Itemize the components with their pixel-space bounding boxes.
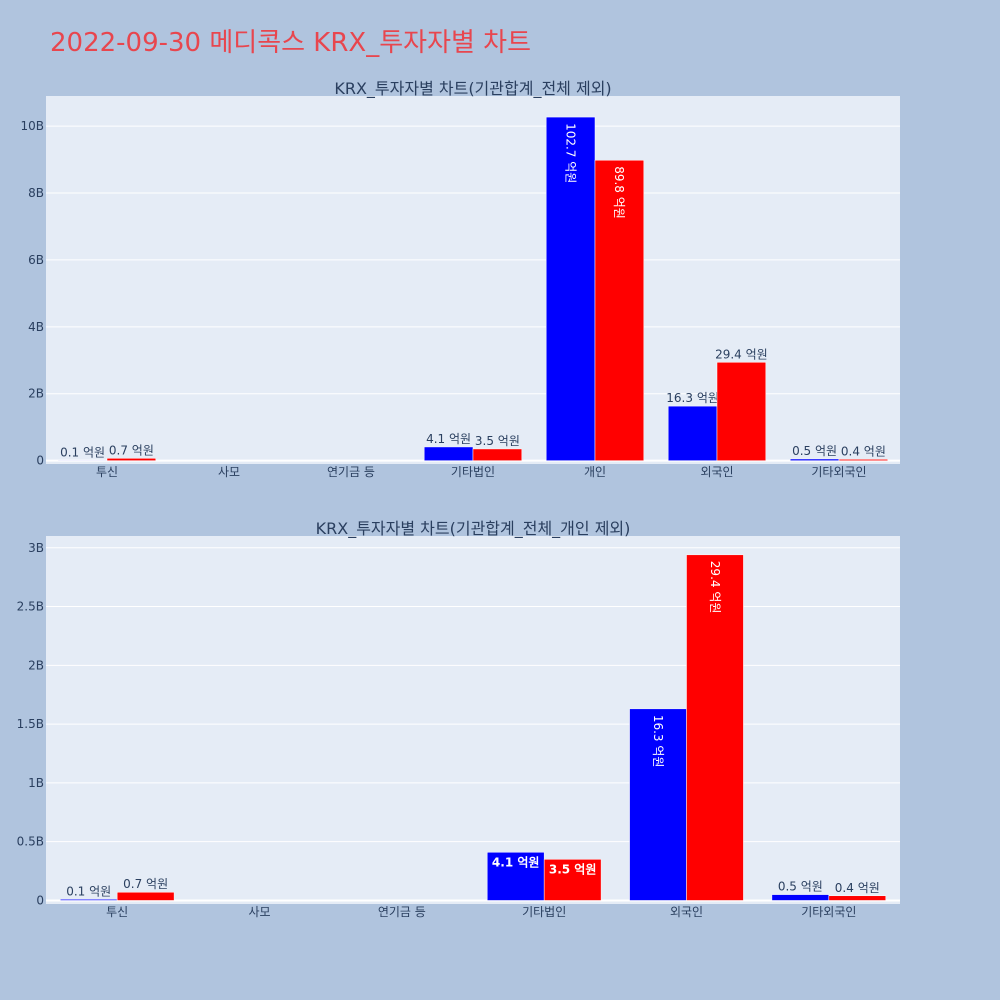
bar bbox=[106, 458, 157, 461]
bar bbox=[667, 405, 718, 461]
y-tick-label: 2B bbox=[28, 387, 44, 401]
x-tick-label: 사모 bbox=[248, 905, 270, 919]
bar bbox=[686, 554, 744, 901]
data-label: 29.4 억원 bbox=[708, 561, 722, 614]
x-tick-label: 기타법인 bbox=[451, 465, 495, 479]
data-label: 0.1 억원 bbox=[66, 884, 111, 898]
bar bbox=[472, 448, 523, 461]
x-tick-label: 사모 bbox=[218, 465, 240, 479]
bar bbox=[59, 899, 118, 901]
x-tick-label: 외국인 bbox=[700, 465, 733, 479]
bar bbox=[828, 895, 887, 901]
data-label: 3.5 억원 bbox=[549, 862, 597, 876]
y-tick-label: 8B bbox=[28, 186, 44, 200]
data-label: 0.5 억원 bbox=[792, 444, 837, 458]
chart-top-investor-bars: 0 2B 4B 6B 8B 10B KRX_투자자별 차트(기관합계_전체 제외) 투신 사모 연… bbox=[20, 79, 900, 479]
x-tick-label: 투신 bbox=[106, 905, 128, 919]
data-label: 102.7 억원 bbox=[563, 123, 577, 183]
bar bbox=[423, 446, 474, 461]
x-tick-label: 투신 bbox=[96, 465, 118, 479]
bar bbox=[771, 894, 830, 901]
data-label: 3.5 억원 bbox=[475, 434, 520, 448]
chart-subtitle: KRX_투자자별 차트(기관합계_전체 제외) bbox=[334, 79, 611, 99]
x-tick-label: 기타법인 bbox=[522, 905, 566, 919]
bar bbox=[543, 859, 602, 901]
plot-area bbox=[46, 96, 900, 464]
data-label: 4.1 억원 bbox=[492, 855, 540, 869]
y-tick-label: 2B bbox=[28, 658, 44, 672]
data-label: 0.1 억원 bbox=[60, 445, 105, 459]
data-label: 0.5 억원 bbox=[778, 880, 823, 894]
x-tick-label: 외국인 bbox=[670, 905, 703, 919]
data-label: 0.7 억원 bbox=[123, 877, 168, 891]
chart-subtitle: KRX_투자자별 차트(기관합계_전체_개인 제외) bbox=[316, 519, 631, 539]
y-tick-label: 1.5B bbox=[17, 717, 44, 731]
page-title: 2022-09-30 메디콕스 KRX_투자자별 차트 bbox=[50, 28, 532, 58]
y-tick-label: 4B bbox=[28, 320, 44, 334]
data-label: 16.3 억원 bbox=[666, 391, 719, 405]
data-label: 4.1 억원 bbox=[426, 432, 471, 446]
data-label: 0.4 억원 bbox=[841, 444, 886, 458]
bar bbox=[629, 708, 687, 901]
data-label: 29.4 억원 bbox=[715, 347, 768, 361]
y-tick-label: 6B bbox=[28, 253, 44, 267]
data-label: 0.7 억원 bbox=[109, 443, 154, 457]
bar bbox=[716, 362, 767, 461]
bar bbox=[486, 852, 545, 901]
chart-bottom-investor-bars: 0 0.5B 1B 1.5B 2B 2.5B 3B KRX_투자자별 차트(기관합계_전체_개… bbox=[17, 519, 900, 919]
y-tick-label: 10B bbox=[20, 119, 44, 133]
y-tick-label: 2.5B bbox=[17, 600, 44, 614]
y-tick-label: 3B bbox=[28, 541, 44, 555]
x-tick-label: 기타외국인 bbox=[801, 905, 856, 919]
y-tick-label: 1B bbox=[28, 776, 44, 790]
data-label: 0.4 억원 bbox=[835, 881, 880, 895]
x-tick-label: 연기금 등 bbox=[327, 465, 375, 479]
bar bbox=[116, 891, 175, 901]
data-label: 89.8 억원 bbox=[612, 166, 626, 219]
y-tick-label: 0 bbox=[36, 454, 44, 468]
plot-area bbox=[46, 536, 900, 904]
x-tick-label: 기타외국인 bbox=[811, 465, 866, 479]
x-tick-label: 연기금 등 bbox=[378, 905, 426, 919]
bar bbox=[838, 459, 889, 461]
y-tick-label: 0 bbox=[36, 893, 44, 907]
data-label: 16.3 억원 bbox=[651, 715, 665, 768]
y-tick-label: 0.5B bbox=[17, 835, 44, 849]
bar bbox=[789, 458, 840, 461]
x-tick-label: 개인 bbox=[584, 465, 606, 479]
bar bbox=[594, 159, 645, 461]
